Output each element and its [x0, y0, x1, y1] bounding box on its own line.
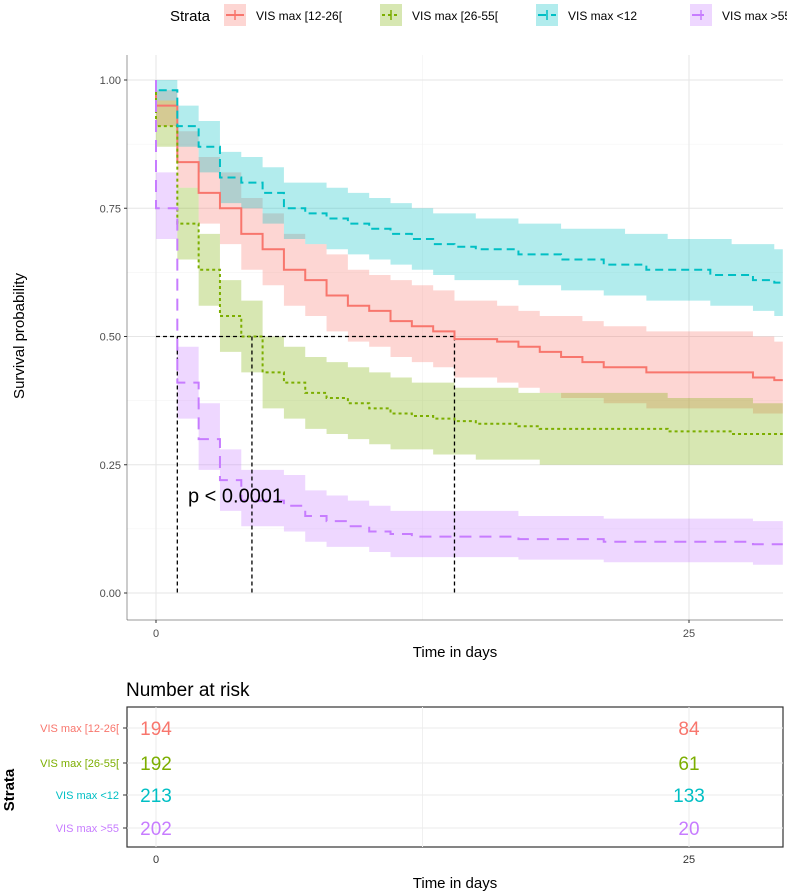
confidence-band — [156, 80, 783, 465]
risk-row-label: VIS max [26-55[ — [40, 758, 119, 770]
y-tick-label: 1.00 — [100, 75, 121, 87]
survival-curve — [155, 80, 783, 284]
risk-table-panel: 0 25 VIS max [12-26[ 194 84 VIS max [26-55[ 19… — [40, 706, 784, 866]
legend-label: VIS max [12-26[ — [256, 9, 343, 23]
legend-item: VIS max [12-26[ — [224, 4, 343, 26]
risk-table-border — [126, 706, 784, 848]
y-axis-label: Survival probability — [11, 273, 28, 399]
y-tick-label: 0.50 — [100, 332, 121, 344]
risk-count: 84 — [678, 719, 700, 740]
risk-table-y-label: Strata — [1, 768, 18, 811]
risk-table-title: Number at risk — [126, 680, 250, 701]
legend-label: VIS max >55 — [722, 9, 787, 23]
risk-row-label: VIS max <12 — [56, 790, 119, 802]
risk-table-x-label: Time in days — [413, 875, 497, 892]
legend-item: VIS max <12 — [536, 4, 637, 26]
x-tick-label: 0 — [153, 854, 159, 866]
y-tick-label: 0.00 — [100, 588, 121, 600]
survival-plot-panel: 0.00 0.25 0.50 0.75 1.00 0 25 — [100, 55, 783, 640]
legend: Strata VIS max [12-26[ VIS max [26-55[ VIS… — [170, 4, 787, 26]
legend-label: VIS max [26-55[ — [412, 9, 499, 23]
y-tick-label: 0.75 — [100, 203, 121, 215]
risk-count: 61 — [678, 754, 699, 775]
legend-title: Strata — [170, 8, 211, 25]
p-value-annotation: p < 0.0001 — [188, 486, 283, 508]
y-tick-label: 0.25 — [100, 460, 121, 472]
risk-row-label: VIS max [12-26[ — [40, 723, 119, 735]
survival-curve — [155, 80, 783, 546]
confidence-band — [156, 80, 783, 316]
risk-count: 20 — [678, 819, 699, 840]
x-axis-label: Time in days — [413, 644, 497, 661]
legend-item: VIS max >55 — [690, 4, 787, 26]
risk-count: 133 — [673, 786, 705, 807]
x-tick-label: 25 — [683, 854, 695, 866]
risk-count: 213 — [140, 786, 172, 807]
legend-item: VIS max [26-55[ — [380, 4, 499, 26]
risk-count: 202 — [140, 819, 172, 840]
x-tick-label: 0 — [153, 628, 159, 640]
risk-count: 194 — [140, 719, 172, 740]
x-tick-label: 25 — [683, 628, 695, 640]
legend-label: VIS max <12 — [568, 9, 637, 23]
survival-curve — [155, 80, 783, 435]
risk-count: 192 — [140, 754, 172, 775]
survival-curve — [155, 80, 783, 382]
confidence-band — [156, 80, 783, 414]
risk-row-label: VIS max >55 — [56, 823, 119, 835]
